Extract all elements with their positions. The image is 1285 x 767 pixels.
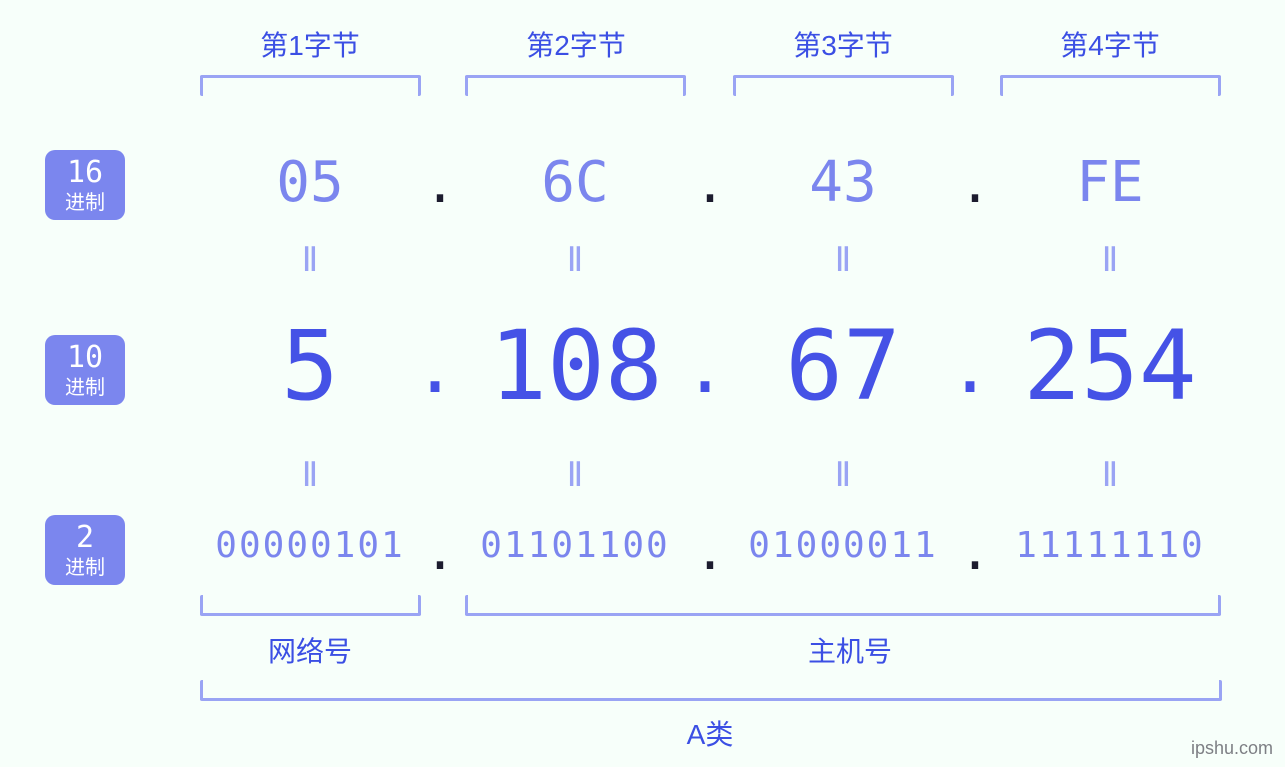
hex-byte-2: 6C [465,150,685,215]
dec-byte-4: 254 [970,310,1250,422]
hex-dot-3: . [955,155,995,215]
base-chip-hex-value: 16 [67,158,103,188]
eq-dec-bin-3: ǁ [733,455,953,495]
network-label: 网络号 [230,630,390,670]
bin-dot-1: . [420,522,460,582]
bin-byte-4: 11111110 [980,525,1240,566]
bin-dot-3: . [955,522,995,582]
base-chip-bin-value: 2 [76,523,94,553]
dec-dot-3: . [940,325,1000,409]
eq-hex-dec-3: ǁ [733,240,953,280]
diagram-canvas: 第1字节 第2字节 第3字节 第4字节 16 进制 10 进制 2 进制 05 … [0,0,1285,767]
base-chip-hex-unit: 进制 [65,192,105,212]
byte-header-3: 第3字节 [783,24,903,64]
network-bracket [200,595,421,616]
eq-hex-dec-4: ǁ [1000,240,1220,280]
byte-header-2: 第2字节 [516,24,636,64]
eq-dec-bin-2: ǁ [465,455,685,495]
bin-byte-1: 00000101 [180,525,440,566]
eq-dec-bin-4: ǁ [1000,455,1220,495]
class-bracket [200,680,1222,701]
base-chip-dec-value: 10 [67,343,103,373]
byte-header-4: 第4字节 [1050,24,1170,64]
eq-dec-bin-1: ǁ [200,455,420,495]
host-bracket [465,595,1221,616]
host-label: 主机号 [770,630,930,670]
watermark: ipshu.com [1191,738,1273,759]
byte-bracket-top-2 [465,75,686,96]
hex-byte-1: 05 [200,150,420,215]
dec-dot-2: . [675,325,735,409]
byte-bracket-top-3 [733,75,954,96]
eq-hex-dec-2: ǁ [465,240,685,280]
hex-dot-1: . [420,155,460,215]
bin-dot-2: . [690,522,730,582]
dec-byte-2: 108 [436,310,716,422]
bin-byte-2: 01000011 [713,525,973,566]
byte-bracket-top-1 [200,75,421,96]
class-label: A类 [660,713,760,753]
base-chip-hex: 16 进制 [45,150,125,220]
base-chip-dec: 10 进制 [45,335,125,405]
byte-header-1: 第1字节 [250,24,370,64]
hex-byte-4: FE [1000,150,1220,215]
base-chip-bin: 2 进制 [45,515,125,585]
eq-hex-dec-1: ǁ [200,240,420,280]
dec-dot-1: . [405,325,465,409]
hex-dot-2: . [690,155,730,215]
hex-byte-3: 43 [733,150,953,215]
base-chip-dec-unit: 进制 [65,377,105,397]
byte-bracket-top-4 [1000,75,1221,96]
base-chip-bin-unit: 进制 [65,557,105,577]
bin-byte-2: 01101100 [445,525,705,566]
